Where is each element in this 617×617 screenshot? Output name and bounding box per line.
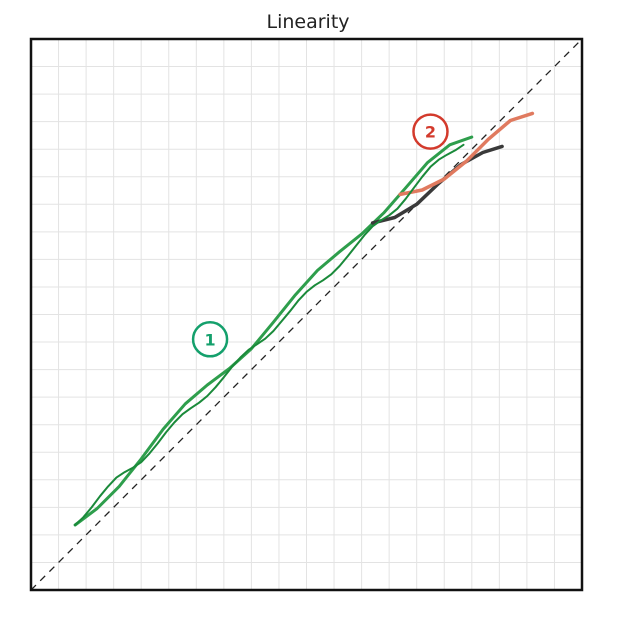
series-line-4	[74, 143, 465, 526]
annotation-marker-2: 2	[412, 113, 449, 150]
series-line-1	[73, 135, 474, 527]
annotation-marker-1: 1	[191, 321, 229, 358]
annotation-circle	[412, 113, 449, 150]
annotation-circle	[191, 321, 229, 358]
series-line-3	[398, 111, 535, 197]
annotation-label: 1	[205, 330, 216, 349]
chart-title: Linearity	[266, 11, 349, 33]
annotation-label: 2	[425, 123, 436, 142]
plot-frame	[29, 37, 584, 592]
grid	[31, 39, 582, 590]
annotation-layer: 12	[191, 113, 449, 358]
series-layer	[73, 111, 535, 527]
